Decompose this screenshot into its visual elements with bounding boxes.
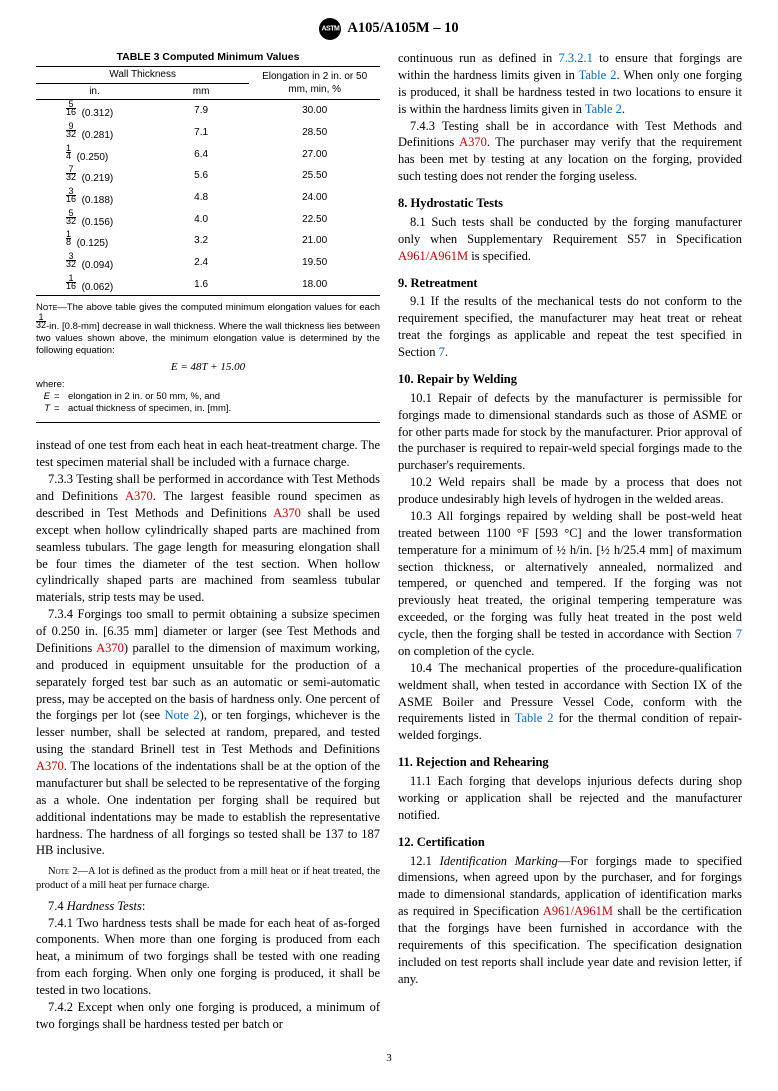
cell-mm: 5.6 [153, 165, 249, 187]
cell-mm: 7.1 [153, 122, 249, 144]
p-734: 7.3.4 Forgings too small to permit obtai… [36, 606, 380, 859]
table3-head-wall: Wall Thickness [36, 67, 249, 84]
p-101: 10.1 Repair of defects by the manufactur… [398, 390, 742, 474]
cell-elong: 25.50 [249, 165, 380, 187]
table3-note: Note—The above table gives the computed … [36, 302, 380, 423]
cell-elong: 28.50 [249, 122, 380, 144]
cell-in: 14 (0.250) [36, 144, 153, 166]
cell-mm: 2.4 [153, 252, 249, 274]
table-row: 332 (0.094) 2.4 19.50 [36, 252, 380, 274]
where-def: T=actual thickness of specimen, in. [mm]… [36, 403, 380, 415]
sec-10-title: 10. Repair by Welding [398, 371, 742, 388]
table-row: 932 (0.281) 7.1 28.50 [36, 122, 380, 144]
sec-74-title: 7.4 Hardness Tests: [36, 898, 380, 915]
doc-id: A105/A105M – 10 [347, 19, 458, 39]
table-row: 516 (0.312) 7.9 30.00 [36, 100, 380, 122]
sec-11-title: 11. Rejection and Rehearing [398, 754, 742, 771]
table3-note-text: Note—The above table gives the computed … [36, 302, 380, 357]
table-row: 316 (0.188) 4.8 24.00 [36, 187, 380, 209]
table3: Wall Thickness Elongation in 2 in. or 50… [36, 66, 380, 296]
cell-in: 516 (0.312) [36, 100, 153, 122]
cell-in: 932 (0.281) [36, 122, 153, 144]
table3-equation: E = 48T + 15.00 [36, 361, 380, 375]
sec-8-title: 8. Hydrostatic Tests [398, 195, 742, 212]
cell-elong: 24.00 [249, 187, 380, 209]
cell-elong: 30.00 [249, 100, 380, 122]
page-number: 3 [36, 1051, 742, 1066]
cell-elong: 18.00 [249, 274, 380, 296]
p-103: 10.3 All forgings repaired by welding sh… [398, 508, 742, 660]
table3-head-elong: Elongation in 2 in. or 50 mm, min, % [249, 67, 380, 100]
p-102: 10.2 Weld repairs shall be made by a pro… [398, 474, 742, 508]
p-742-cont: continuous run as defined in 7.3.2.1 to … [398, 50, 742, 118]
p-741: 7.4.1 Two hardness tests shall be made f… [36, 915, 380, 999]
table-row: 732 (0.219) 5.6 25.50 [36, 165, 380, 187]
cell-mm: 3.2 [153, 230, 249, 252]
cell-mm: 1.6 [153, 274, 249, 296]
cell-mm: 4.8 [153, 187, 249, 209]
cell-in: 116 (0.062) [36, 274, 153, 296]
right-column: continuous run as defined in 7.3.2.1 to … [398, 50, 742, 1033]
cell-mm: 7.9 [153, 100, 249, 122]
cell-elong: 19.50 [249, 252, 380, 274]
where-def: E=elongation in 2 in. or 50 mm, %, and [36, 391, 380, 403]
cell-in: 332 (0.094) [36, 252, 153, 274]
table-row: 532 (0.156) 4.0 22.50 [36, 209, 380, 231]
p-7-cont: instead of one test from each heat in ea… [36, 437, 380, 471]
p-91: 9.1 If the results of the mechanical tes… [398, 293, 742, 361]
p-742: 7.4.2 Except when only one forging is pr… [36, 999, 380, 1033]
cell-in: 18 (0.125) [36, 230, 153, 252]
table-row: 14 (0.250) 6.4 27.00 [36, 144, 380, 166]
where-label: where: [36, 379, 380, 391]
table-row: 18 (0.125) 3.2 21.00 [36, 230, 380, 252]
table3-head-in: in. [36, 83, 153, 100]
p-81: 8.1 Such tests shall be conducted by the… [398, 214, 742, 265]
cell-elong: 27.00 [249, 144, 380, 166]
table3-head-mm: mm [153, 83, 249, 100]
left-column: TABLE 3 Computed Minimum Values Wall Thi… [36, 50, 380, 1033]
sec-12-title: 12. Certification [398, 834, 742, 851]
table3-caption: TABLE 3 Computed Minimum Values [36, 50, 380, 64]
astm-logo-icon [319, 18, 341, 40]
table3-body: 516 (0.312) 7.9 30.00932 (0.281) 7.1 28.… [36, 100, 380, 296]
sec-9-title: 9. Retreatment [398, 275, 742, 292]
p-104: 10.4 The mechanical properties of the pr… [398, 660, 742, 744]
cell-in: 532 (0.156) [36, 209, 153, 231]
note-2: Note 2—A lot is defined as the product f… [36, 865, 380, 893]
cell-elong: 21.00 [249, 230, 380, 252]
where-defs: E=elongation in 2 in. or 50 mm, %, andT=… [36, 391, 380, 415]
cell-in: 732 (0.219) [36, 165, 153, 187]
table-row: 116 (0.062) 1.6 18.00 [36, 274, 380, 296]
cell-mm: 4.0 [153, 209, 249, 231]
cell-elong: 22.50 [249, 209, 380, 231]
cell-mm: 6.4 [153, 144, 249, 166]
p-743: 7.4.3 Testing shall be in accordance wit… [398, 118, 742, 186]
cell-in: 316 (0.188) [36, 187, 153, 209]
p-121: 12.1 Identification Marking—For forgings… [398, 853, 742, 988]
doc-header: A105/A105M – 10 [36, 18, 742, 40]
p-733: 7.3.3 Testing shall be performed in acco… [36, 471, 380, 606]
p-111: 11.1 Each forging that develops injuriou… [398, 773, 742, 824]
